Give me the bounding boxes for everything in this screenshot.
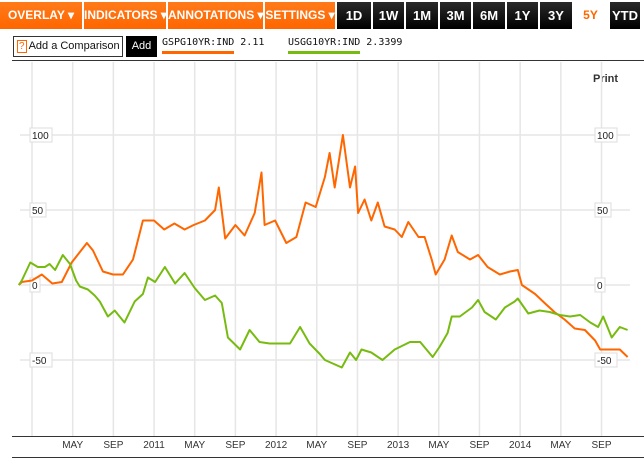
- y-tick-label-left-box: [29, 352, 53, 368]
- y-tick-label-left: 0: [32, 281, 38, 292]
- y-tick-label-right-box: [594, 202, 612, 218]
- print-button[interactable]: Print: [593, 73, 619, 85]
- indicators-menu[interactable]: INDICATORS ▾: [84, 2, 167, 29]
- y-tick-label-right-box: [594, 352, 618, 368]
- legend-series-2: USGG10YR:IND 2.3399: [288, 37, 403, 54]
- legend-series-2-swatch: [288, 51, 360, 54]
- y-tick-label-right: -50: [597, 356, 612, 367]
- x-tick-label: 2014: [509, 440, 532, 451]
- range-1d-button[interactable]: 1D: [337, 2, 371, 29]
- y-tick-label-right: 0: [597, 281, 603, 292]
- y-tick-label-left-box: [29, 202, 47, 218]
- x-tick-label: SEP: [225, 440, 246, 451]
- x-tick-label: 2011: [143, 440, 165, 451]
- range-3m-button[interactable]: 3M: [440, 2, 471, 29]
- overlay-menu[interactable]: OVERLAY ▾: [0, 2, 82, 29]
- range-3y-button[interactable]: 3Y: [540, 2, 572, 29]
- x-tick-label: 2012: [264, 440, 288, 451]
- annotations-menu[interactable]: ANNOTATIONS ▾: [168, 2, 264, 29]
- y-tick-label-left: 100: [32, 131, 49, 142]
- x-tick-label: SEP: [591, 440, 612, 451]
- x-tick-label: 2013: [386, 440, 410, 451]
- add-comparison-input[interactable]: ? Add a Comparison: [13, 36, 123, 57]
- help-icon[interactable]: ?: [17, 40, 27, 53]
- add-comparison-button[interactable]: Add: [126, 36, 157, 57]
- x-tick-label: MAY: [62, 440, 84, 451]
- legend-series-1-name: GSPG10YR:IND: [162, 37, 235, 48]
- x-tick-label: SEP: [347, 440, 368, 451]
- y-tick-label-right-box: [594, 127, 618, 143]
- y-tick-label-right: 50: [597, 206, 609, 217]
- series-line-2: [17, 254, 628, 369]
- comparison-placeholder: Add a Comparison: [28, 40, 120, 52]
- y-tick-label-left: -50: [32, 356, 47, 367]
- range-ytd-button[interactable]: YTD: [610, 2, 640, 29]
- legend-series-2-name: USGG10YR:IND: [288, 37, 361, 48]
- range-1y-button[interactable]: 1Y: [507, 2, 538, 29]
- settings-menu[interactable]: SETTINGS ▾: [265, 2, 335, 29]
- legend-series-1-value: 2.11: [240, 37, 265, 48]
- x-tick-label: MAY: [184, 440, 206, 451]
- range-1m-button[interactable]: 1M: [406, 2, 438, 29]
- x-axis-line: [12, 436, 644, 437]
- legend-series-1: GSPG10YR:IND 2.11: [162, 37, 265, 54]
- divider: [12, 60, 644, 61]
- x-tick-label: MAY: [306, 440, 328, 451]
- series-line-1: [18, 134, 629, 358]
- y-tick-label-right: 100: [597, 131, 614, 142]
- range-6m-button[interactable]: 6M: [473, 2, 505, 29]
- x-tick-label: SEP: [103, 440, 124, 451]
- x-tick-label: MAY: [550, 440, 572, 451]
- range-1w-button[interactable]: 1W: [373, 2, 404, 29]
- y-tick-label-right-box: [594, 277, 606, 293]
- range-5y-button[interactable]: 5Y: [574, 2, 607, 29]
- y-tick-label-left-box: [29, 127, 53, 143]
- y-tick-label-left: 50: [32, 206, 44, 217]
- x-tick-label: MAY: [428, 440, 450, 451]
- legend-series-1-swatch: [162, 51, 234, 54]
- legend-series-2-value: 2.3399: [366, 37, 403, 48]
- x-tick-label: SEP: [469, 440, 490, 451]
